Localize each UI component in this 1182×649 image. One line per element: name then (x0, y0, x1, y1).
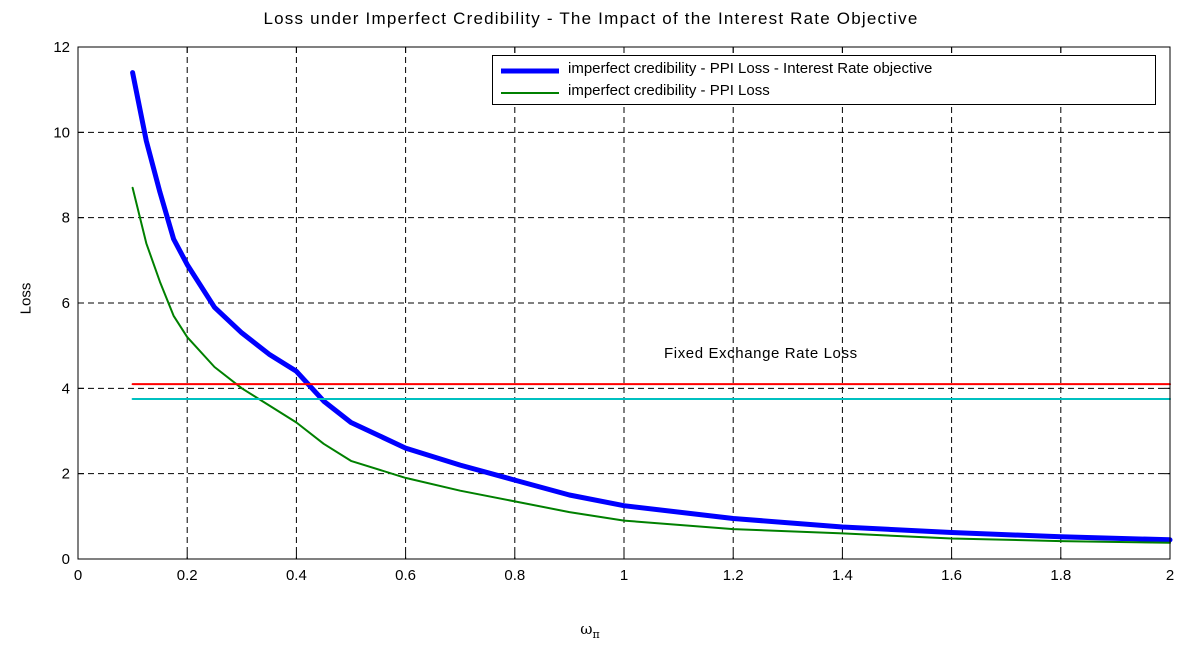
x-tick-label: 0.4 (286, 567, 307, 584)
legend-item: imperfect credibility - PPI Loss (493, 80, 1155, 102)
y-tick-label: 10 (53, 124, 70, 141)
legend-label: imperfect credibility - PPI Loss - Inter… (568, 60, 933, 77)
legend-label: imperfect credibility - PPI Loss (568, 82, 770, 99)
y-tick-label: 12 (53, 39, 70, 56)
x-tick-label: 1 (620, 567, 628, 584)
x-tick-label: 0 (74, 567, 82, 584)
x-tick-label: 1.6 (941, 567, 962, 584)
x-axis-subscript: π (592, 628, 600, 641)
y-axis-label: Loss (17, 282, 35, 315)
x-tick-label: 1.4 (832, 567, 853, 584)
y-tick-label: 0 (62, 551, 70, 568)
x-tick-label: 1.8 (1050, 567, 1071, 584)
legend-item: imperfect credibility - PPI Loss - Inter… (493, 58, 1155, 80)
x-tick-label: 0.6 (395, 567, 416, 584)
y-tick-label: 8 (62, 210, 70, 227)
x-tick-label: 2 (1166, 567, 1174, 584)
x-axis-label: ωπ (560, 620, 620, 641)
x-tick-label: 0.2 (177, 567, 198, 584)
y-tick-label: 2 (62, 466, 70, 483)
axis-ticks: 0 0.2 0.4 0.6 0.8 1 1.2 1.4 1.6 1.8 2 0 2 4 6 8 10 12 (53, 39, 1174, 584)
legend-swatch-blue (501, 68, 559, 74)
legend: imperfect credibility - PPI Loss - Inter… (492, 55, 1156, 105)
chart-title: Loss under Imperfect Credibility - The I… (263, 9, 919, 28)
legend-swatch-green (501, 92, 559, 94)
series-line-ppi-loss-interest-rate (130, 70, 1173, 543)
y-tick-label: 4 (62, 380, 70, 397)
annotation-fixed-exchange-rate: Fixed Exchange Rate Loss (664, 345, 858, 362)
series-lines (130, 70, 1173, 544)
y-tick-label: 6 (62, 295, 70, 312)
series-line-ppi-loss (131, 186, 1171, 544)
x-axis-symbol: ω (580, 620, 593, 638)
grid-lines (78, 47, 1170, 559)
x-tick-label: 0.8 (504, 567, 525, 584)
x-tick-label: 1.2 (723, 567, 744, 584)
